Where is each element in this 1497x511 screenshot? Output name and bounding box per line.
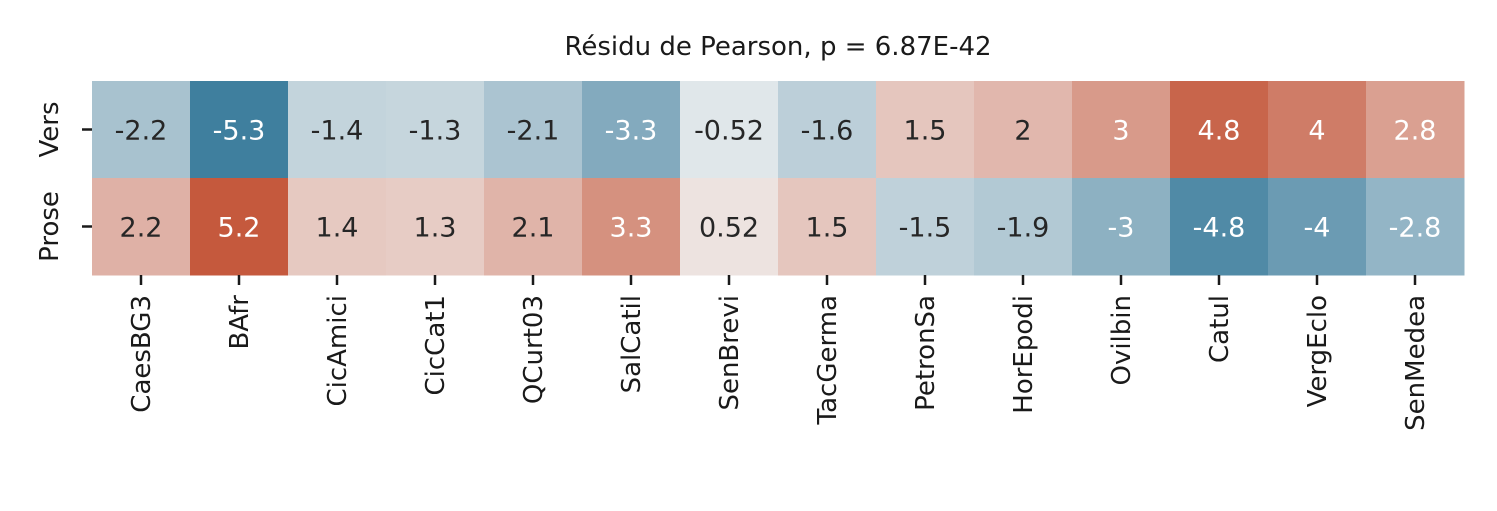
- cell-value-label: -4: [1304, 213, 1331, 244]
- x-tick-label-cicamici: CicAmici: [323, 295, 353, 407]
- cell-value-label: -2.8: [1389, 213, 1442, 244]
- heatmap-cell-labels: -2.2 -5.3 -1.4 -1.3 -2.1 -3.3 -0.52 -1.6 1.5 2 3 4.…: [115, 116, 1442, 244]
- heatmap-cell-vers-petronsa: [876, 81, 975, 179]
- x-tick-label-qcurt03: QCurt03: [519, 295, 549, 404]
- cell-value-label: 3.3: [610, 213, 653, 244]
- heatmap-cell-prose-petronsa: [876, 178, 975, 276]
- cell-value-label: 4.8: [1198, 116, 1241, 147]
- x-tick-label-senbrevi: SenBrevi: [715, 295, 745, 411]
- heatmap-cell-vers-catul: [1170, 81, 1269, 179]
- heatmap-cell-prose-catul: [1170, 178, 1269, 276]
- heatmap-cell-prose-ovilbin: [1072, 178, 1171, 276]
- x-tick-label-ovilbin: Ovilbin: [1107, 295, 1137, 386]
- x-tick-label-catul: Catul: [1205, 295, 1235, 363]
- cell-value-label: 2.8: [1394, 116, 1437, 147]
- x-tick-label-caesbg3: CaesBG3: [127, 295, 157, 413]
- cell-value-label: -4.8: [1193, 213, 1246, 244]
- x-tick-label-salcatil: SalCatil: [617, 295, 647, 393]
- cell-value-label: -3.3: [605, 116, 658, 147]
- x-tick-label-tacgerma: TacGerma: [813, 295, 843, 425]
- x-tick-label-horepodi: HorEpodi: [1009, 295, 1039, 414]
- x-tick-label-senmedea: SenMedea: [1401, 295, 1431, 431]
- cell-value-label: -1.4: [311, 116, 364, 147]
- cell-value-label: -1.5: [899, 213, 952, 244]
- cell-value-label: -1.9: [997, 213, 1050, 244]
- heatmap-cell-prose-ciccat1: [386, 178, 485, 276]
- cell-value-label: 1.5: [904, 116, 947, 147]
- heatmap-cell-vers-tacgerma: [778, 81, 877, 179]
- heatmap-cell-prose-senbrevi: [680, 178, 779, 276]
- cell-value-label: -3: [1108, 213, 1135, 244]
- heatmap-cell-vers-horepodi: [974, 81, 1073, 179]
- cell-value-label: 3: [1112, 116, 1129, 147]
- heatmap-cell-prose-cicamici: [288, 178, 387, 276]
- heatmap-cell-vers-bafr: [190, 81, 289, 179]
- heatmap-cell-vers-cicamici: [288, 81, 387, 179]
- cell-value-label: 1.5: [806, 213, 849, 244]
- cell-value-label: 5.2: [218, 213, 261, 244]
- cell-value-label: 1.4: [316, 213, 359, 244]
- cell-value-label: 2.1: [512, 213, 555, 244]
- heatmap-cell-prose-bafr: [190, 178, 289, 276]
- heatmap-cell-vers-ciccat1: [386, 81, 485, 179]
- cell-value-label: -2.1: [507, 116, 560, 147]
- heatmap-cells: [92, 81, 1465, 276]
- heatmap-cell-vers-ovilbin: [1072, 81, 1171, 179]
- cell-value-label: -1.3: [409, 116, 462, 147]
- cell-value-label: -0.52: [694, 116, 764, 147]
- heatmap-cell-prose-vergeclo: [1268, 178, 1367, 276]
- x-axis: CaesBG3 BAfr CicAmici CicCat1 QCurt03 SalCati…: [127, 275, 1431, 431]
- x-tick-label-ciccat1: CicCat1: [421, 295, 451, 396]
- x-tick-label-bafr: BAfr: [225, 295, 255, 350]
- cell-value-label: -2.2: [115, 116, 168, 147]
- y-axis: Vers Prose: [35, 102, 92, 262]
- cell-value-label: -1.6: [801, 116, 854, 147]
- heatmap-cell-vers-salcatil: [582, 81, 681, 179]
- cell-value-label: 0.52: [699, 213, 759, 244]
- cell-value-label: 1.3: [414, 213, 457, 244]
- cell-value-label: 2: [1014, 116, 1031, 147]
- heatmap-cell-vers-senbrevi: [680, 81, 779, 179]
- heatmap-cell-vers-qcurt03: [484, 81, 583, 179]
- chart-title: Résidu de Pearson, p = 6.87E-42: [564, 32, 991, 62]
- heatmap-cell-vers-vergeclo: [1268, 81, 1367, 179]
- heatmap-cell-vers-senmedea: [1366, 81, 1465, 179]
- heatmap-cell-prose-senmedea: [1366, 178, 1465, 276]
- cell-value-label: -5.3: [213, 116, 266, 147]
- heatmap-cell-vers-caesbg3: [92, 81, 191, 179]
- cell-value-label: 2.2: [120, 213, 163, 244]
- heatmap-cell-prose-caesbg3: [92, 178, 191, 276]
- y-tick-label-vers: Vers: [35, 102, 65, 158]
- x-tick-label-vergeclo: VergEclo: [1303, 295, 1333, 407]
- heatmap-cell-prose-tacgerma: [778, 178, 877, 276]
- heatmap-cell-prose-salcatil: [582, 178, 681, 276]
- cell-value-label: 4: [1308, 116, 1325, 147]
- heatmap-cell-prose-horepodi: [974, 178, 1073, 276]
- heatmap-cell-prose-qcurt03: [484, 178, 583, 276]
- y-tick-label-prose: Prose: [35, 191, 65, 262]
- x-tick-label-petronsa: PetronSa: [911, 295, 941, 411]
